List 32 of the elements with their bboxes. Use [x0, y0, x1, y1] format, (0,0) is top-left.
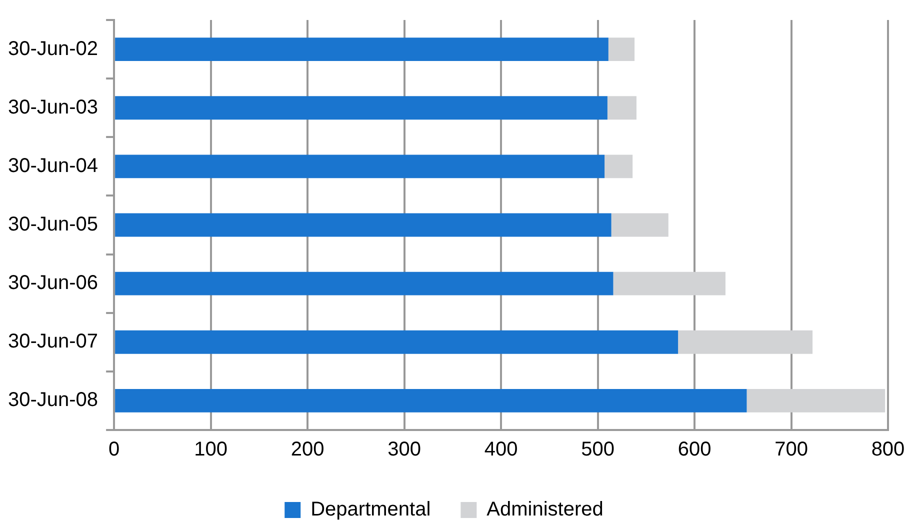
bar	[613, 272, 726, 296]
legend-label: Administered	[486, 498, 604, 521]
x-tick-label: 0	[108, 438, 120, 461]
x-tick-label: 700	[774, 438, 808, 461]
y-tick-label: 30-Jun-06	[8, 272, 98, 294]
y-tick-label: 30-Jun-04	[8, 154, 98, 177]
bar	[604, 154, 633, 178]
bar	[115, 96, 608, 120]
bar	[115, 272, 614, 296]
bar	[115, 154, 605, 178]
bar	[115, 38, 608, 61]
x-tick-label: 300	[388, 438, 421, 461]
bar	[115, 330, 678, 354]
y-tick-label: 30-Jun-02	[8, 38, 98, 60]
bar	[746, 389, 886, 412]
x-tick-label: 500	[581, 438, 614, 461]
x-tick-label: 100	[194, 438, 228, 461]
x-tick-label: 800	[871, 438, 905, 461]
y-tick-label: 30-Jun-05	[8, 214, 98, 236]
bar	[678, 330, 813, 354]
x-tick-label: 600	[678, 438, 712, 461]
bar	[607, 96, 636, 120]
bar	[608, 38, 635, 61]
bar	[115, 213, 612, 237]
y-tick-label: 30-Jun-03	[8, 96, 98, 118]
x-tick-label: 400	[484, 438, 518, 461]
bar	[115, 389, 747, 412]
y-tick-label: 30-Jun-07	[8, 330, 98, 353]
legend-label: Departmental	[310, 498, 431, 521]
x-tick-label: 200	[290, 438, 324, 461]
y-tick-label: 30-Jun-08	[8, 389, 98, 412]
bar	[611, 213, 668, 237]
